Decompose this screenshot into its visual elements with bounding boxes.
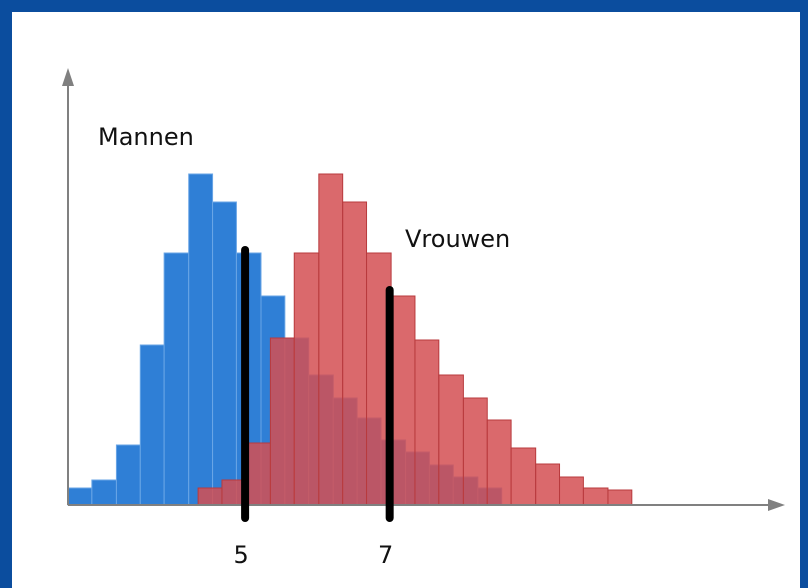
- bar: [582, 487, 609, 506]
- bar: [197, 487, 223, 506]
- bar: [535, 463, 561, 506]
- bar: [318, 173, 344, 506]
- bar: [188, 173, 214, 506]
- bar: [559, 476, 584, 506]
- bar: [486, 419, 512, 506]
- bar: [414, 339, 440, 506]
- bar: [269, 337, 295, 506]
- x-axis-arrow: [768, 499, 785, 511]
- bar: [293, 252, 320, 506]
- bar: [438, 374, 464, 506]
- bar: [607, 489, 633, 506]
- bar: [163, 252, 190, 506]
- bar: [67, 487, 93, 506]
- bar: [139, 344, 165, 506]
- bar: [91, 479, 117, 506]
- bar: [212, 201, 237, 506]
- bar: [342, 201, 368, 506]
- x-tick-label: 7: [378, 541, 393, 569]
- bar: [462, 397, 488, 506]
- bars: [67, 173, 633, 506]
- y-axis-arrow: [62, 68, 74, 86]
- series-label: Mannen: [98, 123, 194, 151]
- bar: [115, 444, 141, 506]
- bar: [390, 295, 416, 506]
- bar: [246, 442, 271, 506]
- series-label: Vrouwen: [405, 225, 510, 253]
- x-tick-label: 5: [233, 541, 248, 569]
- bar: [510, 447, 537, 506]
